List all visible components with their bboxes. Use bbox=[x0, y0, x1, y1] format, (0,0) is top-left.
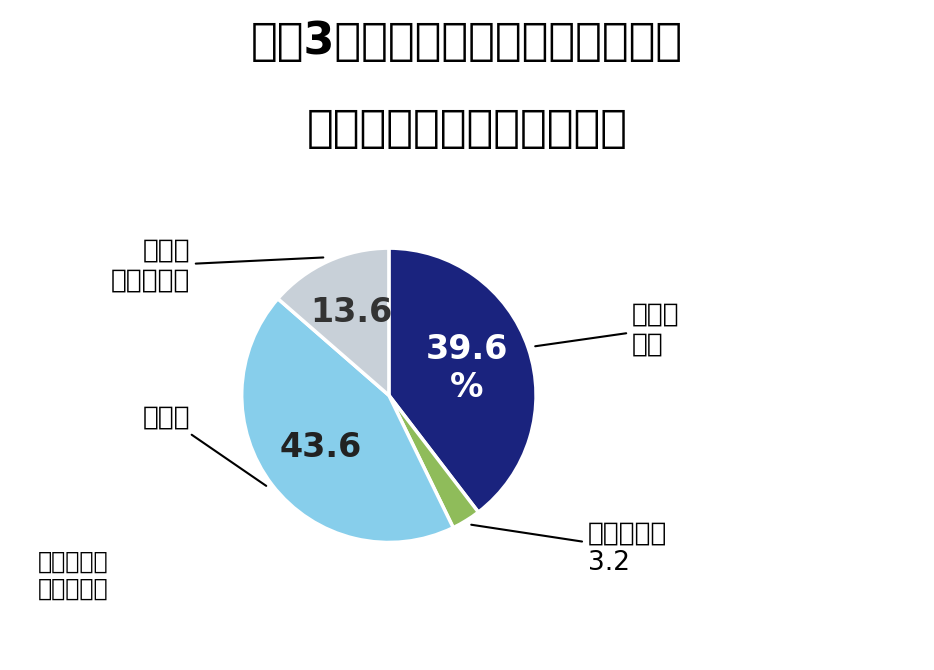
Wedge shape bbox=[278, 248, 389, 395]
Text: （住友生命
保険調べ）: （住友生命 保険調べ） bbox=[37, 549, 108, 601]
Text: 増えて
いる: 増えて いる bbox=[535, 301, 679, 357]
Text: 43.6: 43.6 bbox=[280, 431, 362, 464]
Text: 過去3年間でメンタルヘルス関連の: 過去3年間でメンタルヘルス関連の bbox=[251, 20, 683, 63]
Wedge shape bbox=[389, 248, 536, 512]
Text: 横ばい: 横ばい bbox=[143, 405, 266, 486]
Wedge shape bbox=[389, 395, 478, 528]
Text: 疾病を発症した従業員の数: 疾病を発症した従業員の数 bbox=[306, 107, 628, 150]
Text: 13.6: 13.6 bbox=[310, 295, 392, 329]
Wedge shape bbox=[242, 299, 453, 543]
Text: 不明や
無回答など: 不明や 無回答など bbox=[111, 238, 323, 293]
Text: 減っている
3.2: 減っている 3.2 bbox=[472, 521, 667, 576]
Text: 39.6
%: 39.6 % bbox=[426, 333, 508, 405]
